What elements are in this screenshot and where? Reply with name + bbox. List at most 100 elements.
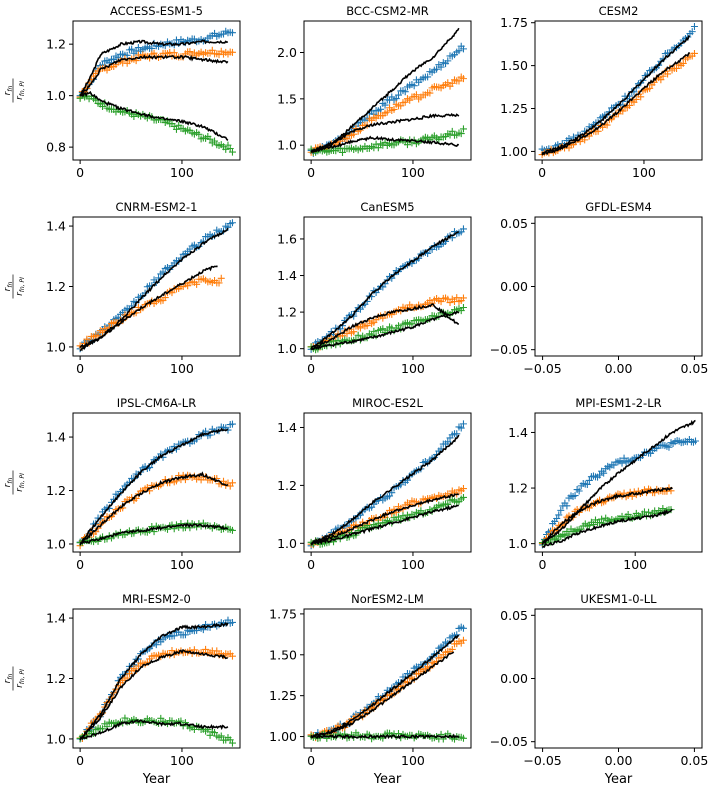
marker-orange [628, 492, 636, 500]
y-tick-label: 1.2 [277, 305, 297, 320]
y-tick-label: 1.00 [500, 144, 528, 159]
x-axis-label: Year [373, 772, 402, 787]
plot-area [307, 420, 467, 550]
subplot-title: MRI-ESM2-0 [122, 592, 191, 606]
marker-green [211, 729, 219, 737]
marker-orange [343, 330, 351, 338]
model-line [311, 112, 460, 153]
subplot-bcc: BCC-CSM2-MR 0 100 1.0 1.5 2.0 [277, 4, 472, 180]
axes-frame [303, 20, 472, 161]
subplot-ukesm: UKESM1-0-LL −0.05 0.00 0.05 −0.05 0.00 0.05 Yea… [490, 592, 709, 787]
x-tick-label: 100 [170, 165, 194, 180]
subplot-title: MIROC-ES2L [352, 396, 423, 410]
y-tick-label: 1.4 [46, 219, 66, 234]
series-blue [307, 623, 467, 741]
marker-blue [381, 101, 389, 109]
x-tick-label: 0 [76, 165, 84, 180]
model-line [79, 427, 229, 546]
x-tick-label: −0.05 [523, 361, 561, 376]
marker-orange [170, 49, 178, 57]
marker-blue [401, 88, 409, 96]
model-line [79, 471, 229, 546]
marker-green [99, 102, 107, 110]
x-tick-label: 100 [170, 557, 194, 572]
y-tick-label: 1.4 [46, 611, 66, 626]
y-tick-label: 1.2 [46, 279, 66, 294]
marker-green [130, 112, 138, 120]
model-line [79, 522, 229, 545]
marker-orange [228, 652, 236, 660]
x-tick-label: 100 [623, 557, 647, 572]
marker-orange [459, 294, 467, 302]
marker-blue [596, 471, 604, 479]
y-tick-label: 1.2 [46, 37, 66, 52]
model-line [310, 27, 460, 154]
marker-orange [448, 645, 456, 653]
marker-blue [128, 45, 136, 53]
x-tick-label: 0.00 [605, 753, 633, 768]
marker-blue [665, 443, 673, 451]
y-tick-label: 1.2 [46, 483, 66, 498]
axes-frame [72, 412, 241, 553]
marker-blue [600, 469, 608, 477]
marker-orange [208, 46, 216, 54]
y-tick-label: 1.75 [269, 606, 297, 621]
marker-orange [453, 294, 461, 302]
subplot-cesm2: CESM2 0 100 1.00 1.25 1.50 1.75 [500, 4, 703, 180]
marker-blue [583, 480, 591, 488]
model-line [310, 231, 460, 350]
marker-green [228, 526, 236, 534]
marker-green [217, 732, 225, 740]
marker-blue [553, 514, 561, 522]
marker-blue [224, 223, 232, 231]
marker-green [222, 145, 230, 153]
y-tick-label: 1.2 [46, 671, 66, 686]
model-line [79, 622, 229, 739]
plot-area [307, 225, 467, 354]
marker-blue [585, 476, 593, 484]
marker-orange [350, 328, 358, 336]
model-line [310, 493, 460, 545]
marker-green [228, 739, 236, 747]
y-tick-label: 1.4 [277, 420, 297, 435]
series-blue [307, 420, 467, 550]
y-tick-label: 0.00 [500, 671, 528, 686]
marker-green [150, 528, 158, 536]
y-label-denominator: rfn, PI [15, 669, 26, 688]
model-line [310, 504, 459, 545]
marker-blue [459, 624, 467, 632]
axes-frame [72, 20, 241, 161]
marker-orange [459, 636, 467, 644]
y-tick-label: 1.0 [277, 138, 297, 153]
x-tick-label: 0 [307, 361, 315, 376]
y-tick-label: 0.05 [500, 608, 528, 623]
marker-orange [690, 49, 698, 57]
subplot-gfdl: GFDL-ESM4 −0.05 0.00 0.05 −0.05 0.00 0.05 [490, 200, 709, 376]
y-label-numerator: rfn [3, 281, 14, 291]
marker-orange [356, 324, 364, 332]
model-line [310, 135, 459, 153]
y-tick-label: 1.50 [269, 647, 297, 662]
marker-blue [181, 631, 189, 639]
marker-green [370, 327, 378, 335]
marker-orange [603, 121, 611, 129]
marker-green [598, 515, 606, 523]
subplot-title: MPI-ESM1-2-LR [575, 396, 661, 410]
marker-orange [659, 72, 667, 80]
subplot-title: IPSL-CM6A-LR [117, 396, 196, 410]
y-tick-label: 1.5 [277, 91, 297, 106]
marker-orange [83, 335, 91, 343]
marker-green [206, 135, 214, 143]
y-tick-label: 1.6 [277, 231, 297, 246]
marker-blue [620, 454, 628, 462]
marker-green [459, 734, 467, 742]
subplot-title: BCC-CSM2-MR [346, 4, 429, 18]
marker-green [457, 130, 465, 138]
x-tick-label: 0 [538, 557, 546, 572]
marker-green [547, 538, 555, 546]
y-tick-label: 1.0 [46, 88, 66, 103]
marker-blue [444, 438, 452, 446]
marker-blue [444, 57, 452, 65]
